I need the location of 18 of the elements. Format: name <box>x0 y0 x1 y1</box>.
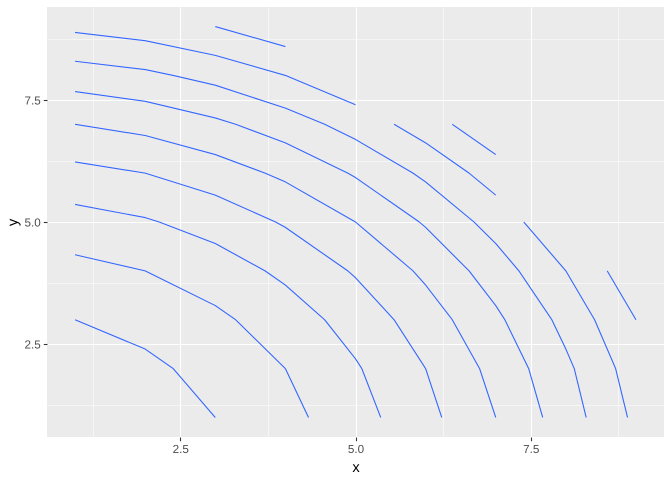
x-axis-title: x <box>352 460 360 476</box>
line-series <box>394 124 496 196</box>
y-axis-title: y <box>6 218 22 226</box>
line-series <box>523 221 628 418</box>
y-tick-label: 5.0 <box>24 216 42 230</box>
y-tick-label: 7.5 <box>24 94 42 108</box>
x-tick-label: 7.5 <box>523 443 540 456</box>
line-series <box>74 124 496 418</box>
line-series <box>74 32 356 106</box>
line-series <box>74 60 587 418</box>
line-series <box>74 161 442 418</box>
line-series <box>74 254 310 418</box>
x-tick-label: 2.5 <box>172 443 190 456</box>
line-series <box>74 90 544 418</box>
line-series <box>74 204 382 418</box>
y-tick-label: 2.5 <box>24 338 42 352</box>
line-series <box>74 319 216 418</box>
x-tick-label: 5.0 <box>348 443 365 456</box>
